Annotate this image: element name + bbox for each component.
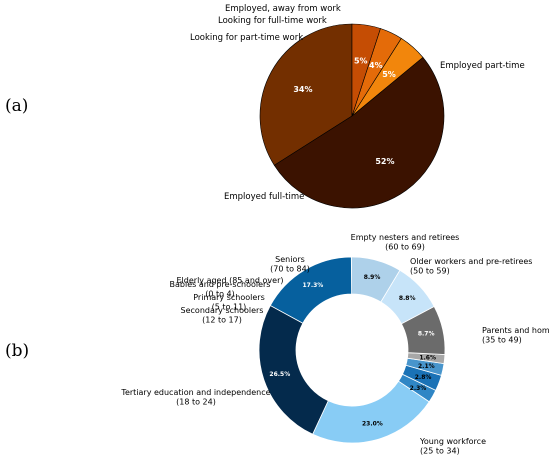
slice-label-primary-schoolers: Primary schoolers (5 to 11) [193, 293, 264, 312]
age-group-donut-chart: 8.9% Older workers and pre-retirees (50 to… [120, 233, 550, 456]
pct-label-older-workers-and-pre-retirees: 8.9% [364, 274, 381, 281]
slice-employed-part-time [259, 23, 353, 166]
pct-label-looking-for-part-time-work: 5% [382, 70, 396, 79]
slice-label-babies-and-pre-schoolers: Babies and pre-schoolers (0 to 4) [170, 280, 271, 299]
slice-label-looking-for-part-time-work: Looking for part-time work [190, 33, 303, 43]
slice-label-employed-part-time: Employed part-time [440, 61, 525, 71]
slice-label-employed-full-time: Employed full-time [224, 192, 304, 202]
slice-label-secondary-schoolers: Secondary schoolers (12 to 17) [181, 306, 264, 325]
panel-a-label: (a) [5, 96, 29, 116]
pct-label-seniors: 8.7% [418, 331, 435, 338]
slice-label-tertiary-education-and-independence: Tertiary education and independence (18 t… [120, 388, 270, 407]
slice-label-parents-and-homebuilders: Parents and homebuilders(35 to 49) [482, 326, 550, 345]
pct-label-employed-away-from-work: 5% [354, 56, 368, 65]
slice-label-young-workforce: Young workforce (25 to 34) [419, 437, 486, 456]
pct-label-tertiary-education-and-independence: 23.0% [362, 420, 383, 427]
pct-label-secondary-schoolers: 2.3% [410, 385, 427, 392]
pct-label-looking-for-full-time-work: 4% [369, 61, 383, 70]
slice-label-employed-away-from-work: Employed, away from work [225, 4, 341, 14]
slice-label-empty-nesters-and-retirees: Empty nesters and retirees (60 to 69) [351, 233, 460, 252]
pct-label-primary-schoolers: 2.8% [415, 374, 432, 381]
slice-label-older-workers-and-pre-retirees: Older workers and pre-retirees (50 to 59) [410, 257, 532, 276]
slice-label-looking-for-full-time-work: Looking for full-time work [218, 16, 327, 26]
slice-label-seniors: Seniors (70 to 84) [270, 255, 310, 274]
pct-label-elderly-aged-85-and-over: 1.6% [419, 355, 436, 362]
employment-pie-chart: 34% Employed part-time 52% Employed full-ti… [190, 4, 525, 209]
slice-empty-nesters-and-retirees [380, 269, 435, 325]
pct-label-babies-and-pre-schoolers: 2.1% [418, 363, 435, 370]
pct-label-empty-nesters-and-retirees: 8.8% [399, 295, 416, 302]
pct-label-employed-full-time: 52% [375, 157, 394, 166]
pct-label-parents-and-homebuilders: 17.3% [303, 282, 324, 289]
panel-b-label: (b) [5, 341, 30, 361]
slice-employed-away-from-work [351, 23, 381, 117]
pct-label-young-workforce: 26.5% [269, 371, 290, 378]
slice-label-elderly-aged-85-and-over: Elderly aged (85 and over) [177, 276, 284, 285]
pct-label-employed-part-time: 34% [293, 85, 312, 94]
slice-employed-full-time [273, 56, 445, 209]
